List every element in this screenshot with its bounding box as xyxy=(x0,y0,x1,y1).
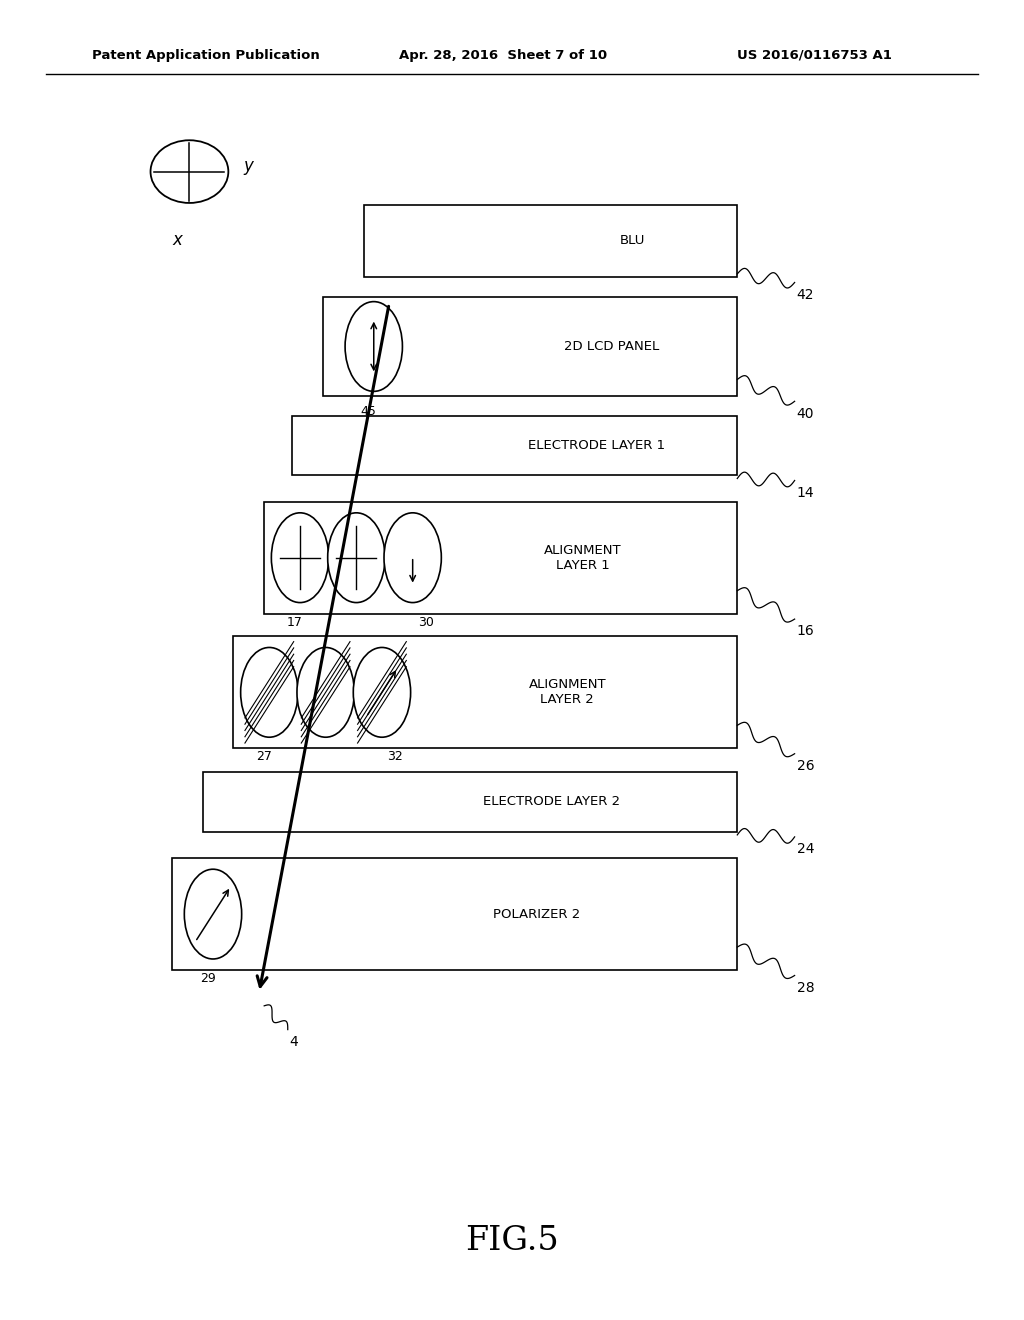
Text: 24: 24 xyxy=(797,842,814,857)
Ellipse shape xyxy=(184,870,242,958)
Text: Apr. 28, 2016  Sheet 7 of 10: Apr. 28, 2016 Sheet 7 of 10 xyxy=(399,49,607,62)
Text: Patent Application Publication: Patent Application Publication xyxy=(92,49,319,62)
Text: 27: 27 xyxy=(256,750,272,763)
Text: 28: 28 xyxy=(797,981,814,995)
Bar xyxy=(203,772,737,832)
Ellipse shape xyxy=(345,301,402,391)
Ellipse shape xyxy=(271,512,329,602)
Text: ELECTRODE LAYER 1: ELECTRODE LAYER 1 xyxy=(528,440,665,451)
Text: 14: 14 xyxy=(797,486,814,500)
Text: ALIGNMENT
LAYER 2: ALIGNMENT LAYER 2 xyxy=(528,678,606,706)
Ellipse shape xyxy=(151,140,228,203)
Ellipse shape xyxy=(328,512,385,602)
Text: 42: 42 xyxy=(797,288,814,302)
Bar xyxy=(172,858,737,970)
Ellipse shape xyxy=(297,647,354,737)
Text: POLARIZER 2: POLARIZER 2 xyxy=(493,908,581,920)
Bar xyxy=(364,205,737,277)
Text: 29: 29 xyxy=(200,972,216,985)
Text: FIG.5: FIG.5 xyxy=(465,1225,559,1257)
Ellipse shape xyxy=(353,647,411,737)
Text: 2D LCD PANEL: 2D LCD PANEL xyxy=(564,341,659,352)
Text: BLU: BLU xyxy=(620,235,645,247)
Bar xyxy=(264,502,737,614)
Text: 16: 16 xyxy=(797,624,814,639)
Bar xyxy=(323,297,737,396)
Text: x: x xyxy=(173,231,182,248)
Text: 26: 26 xyxy=(797,759,814,774)
Text: ELECTRODE LAYER 2: ELECTRODE LAYER 2 xyxy=(483,796,621,808)
Text: 17: 17 xyxy=(287,615,303,628)
Text: 30: 30 xyxy=(418,615,434,628)
Text: 4: 4 xyxy=(290,1035,299,1049)
Bar xyxy=(292,416,737,475)
Bar xyxy=(233,636,737,748)
Text: y: y xyxy=(244,157,254,176)
Text: US 2016/0116753 A1: US 2016/0116753 A1 xyxy=(737,49,892,62)
Ellipse shape xyxy=(384,512,441,602)
Text: 40: 40 xyxy=(797,407,814,421)
Text: ALIGNMENT
LAYER 1: ALIGNMENT LAYER 1 xyxy=(544,544,622,572)
Text: 45: 45 xyxy=(360,404,377,417)
Ellipse shape xyxy=(241,647,298,737)
Text: 32: 32 xyxy=(387,750,402,763)
